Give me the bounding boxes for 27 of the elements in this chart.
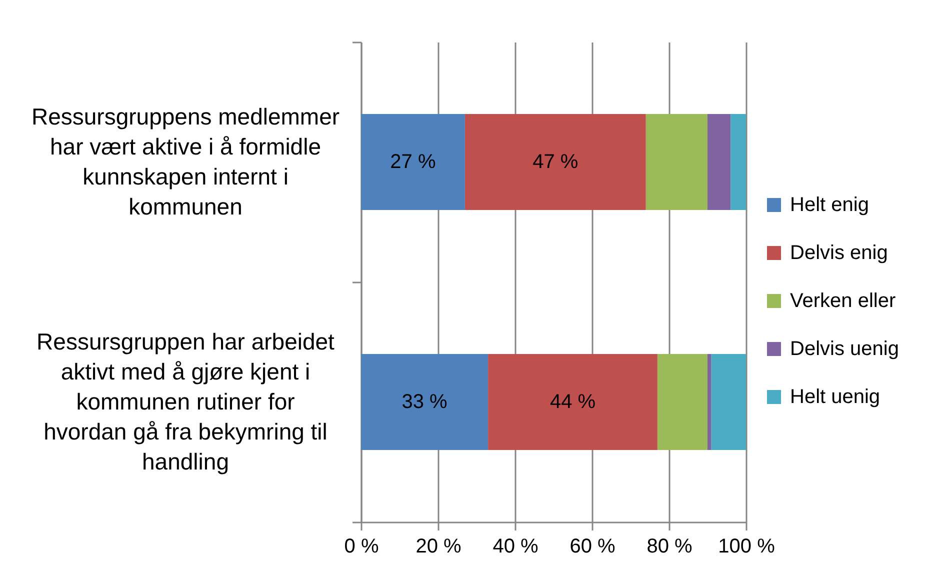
x-tick-label: 0 %: [344, 536, 379, 558]
bar: [361, 114, 465, 210]
legend-label: Delvis enig: [790, 242, 888, 264]
legend-label: Helt enig: [790, 194, 869, 216]
bar: [708, 354, 712, 450]
bar: [488, 354, 658, 450]
bar: [711, 354, 746, 450]
x-tick-label: 100 %: [718, 536, 776, 558]
legend-label: Helt uenig: [790, 386, 880, 408]
data-label: 33 %: [402, 391, 448, 413]
legend-label: Verken eller: [790, 290, 896, 312]
bar: [361, 354, 488, 450]
data-label: 44 %: [550, 391, 596, 413]
bar: [464, 114, 646, 210]
data-label: 47 %: [532, 151, 578, 173]
y-tick-label: Ressursgruppens medlemmer har vært aktive i å formidle kunnskapen internt i kommunen: [31, 104, 340, 220]
bar: [708, 114, 731, 210]
x-tick-label: 80 %: [646, 536, 693, 558]
legend-label: Delvis uenig: [790, 338, 899, 360]
x-tick-label: 40 %: [492, 536, 539, 558]
x-tick-label: 60 %: [570, 536, 616, 558]
x-tick-label: 20 %: [416, 536, 462, 558]
bar: [646, 114, 708, 210]
data-label: 27 %: [390, 151, 436, 173]
bar: [657, 354, 708, 450]
bar: [730, 114, 746, 210]
y-tick-label: Ressursgruppen har arbeidet aktivt med å gjøre kjent i kommunen rutiner for hvordan gå fra bekymring til handling: [36, 328, 336, 474]
